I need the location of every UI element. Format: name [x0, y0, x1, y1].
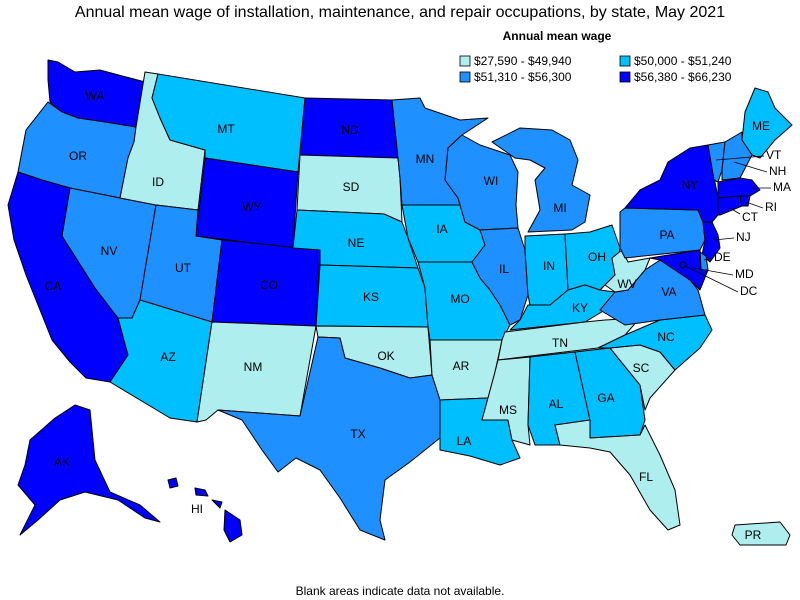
state-label-ny: NY: [682, 178, 699, 192]
legend-swatch-bin-2: [459, 71, 471, 83]
state-label-mt: MT: [217, 122, 235, 136]
leader-ri: [745, 201, 764, 209]
state-label-dc: DC: [740, 284, 758, 298]
state-label-ia: IA: [436, 222, 447, 236]
state-label-hi: HI: [191, 502, 203, 516]
callouts: VT NH MA RI CT NJ DE MD DC: [682, 148, 791, 298]
state-label-in: IN: [543, 259, 555, 273]
footnote: Blank areas indicate data not available.: [296, 584, 505, 598]
legend-label-bin-2: $51,310 - $56,300: [474, 70, 572, 84]
state-md[interactable]: [649, 249, 709, 291]
state-label-pa: PA: [659, 228, 674, 242]
state-label-ms: MS: [499, 403, 517, 417]
state-il[interactable]: [471, 227, 529, 326]
state-label-ut: UT: [175, 261, 192, 275]
state-label-ct: CT: [742, 210, 759, 224]
state-label-nc: NC: [657, 330, 675, 344]
legend: Annual mean wage $27,590 - $49,940 $50,0…: [459, 29, 732, 84]
state-label-il: IL: [499, 262, 509, 276]
state-label-wi: WI: [484, 174, 499, 188]
state-labels: WA OR CA NV ID MT WY UT AZ CO NM ND SD N…: [45, 89, 770, 542]
state-vt[interactable]: [707, 141, 726, 183]
state-label-fl: FL: [639, 470, 653, 484]
state-hi[interactable]: [167, 477, 243, 543]
state-label-md: MD: [735, 267, 754, 281]
state-label-nv: NV: [101, 244, 118, 258]
state-label-ne: NE: [348, 236, 365, 250]
legend-label-bin-1: $50,000 - $51,240: [634, 54, 732, 68]
leader-dc: [682, 264, 739, 293]
state-label-nm: NM: [244, 360, 263, 374]
legend-swatch-bin-3: [619, 71, 631, 83]
state-label-ri: RI: [765, 200, 777, 214]
leader-vt: [715, 155, 765, 161]
state-label-mi: MI: [553, 201, 566, 215]
state-label-ak: AK: [54, 455, 70, 469]
state-label-id: ID: [152, 175, 164, 189]
state-label-co: CO: [260, 278, 278, 292]
state-label-al: AL: [549, 397, 564, 411]
state-ak[interactable]: [17, 404, 161, 536]
state-label-mn: MN: [416, 152, 435, 166]
state-label-ar: AR: [453, 359, 470, 373]
state-label-me: ME: [752, 119, 770, 133]
state-label-az: AZ: [160, 350, 175, 364]
state-nc[interactable]: [597, 314, 713, 371]
map-title: Annual mean wage of installation, mainte…: [75, 4, 725, 21]
state-label-or: OR: [69, 149, 87, 163]
state-label-pr: PR: [745, 528, 762, 542]
state-tx[interactable]: [217, 336, 441, 541]
state-label-ok: OK: [377, 349, 394, 363]
state-label-ky: KY: [572, 301, 588, 315]
state-nj[interactable]: [701, 221, 721, 263]
state-label-ca: CA: [45, 279, 62, 293]
leader-md: [693, 267, 734, 276]
legend-swatch-bin-0: [459, 55, 471, 67]
state-label-vt: VT: [766, 148, 782, 162]
leader-nh: [733, 161, 768, 173]
state-label-tx: TX: [350, 427, 365, 441]
legend-label-bin-3: $56,380 - $66,230: [634, 70, 732, 84]
state-ct[interactable]: [717, 195, 743, 216]
leader-nj: [713, 237, 735, 241]
state-label-nj: NJ: [736, 230, 751, 244]
state-label-la: LA: [457, 434, 472, 448]
state-label-mo: MO: [450, 292, 469, 306]
state-fl[interactable]: [554, 419, 681, 531]
state-label-sc: SC: [633, 361, 650, 375]
legend-label-bin-0: $27,590 - $49,940: [474, 54, 572, 68]
state-label-sd: SD: [343, 180, 360, 194]
state-label-ga: GA: [597, 391, 614, 405]
states: [7, 59, 793, 546]
state-label-oh: OH: [588, 250, 606, 264]
legend-swatch-bin-1: [619, 55, 631, 67]
state-label-de: DE: [714, 250, 731, 264]
state-label-nd: ND: [341, 123, 359, 137]
state-label-wa: WA: [86, 89, 105, 103]
state-label-va: VA: [661, 285, 676, 299]
state-nh[interactable]: [721, 131, 753, 181]
leader-ct: [729, 207, 741, 215]
leader-de: [703, 257, 713, 261]
state-label-ma: MA: [773, 180, 791, 194]
state-label-wy: WY: [242, 200, 261, 214]
legend-title: Annual mean wage: [503, 29, 612, 43]
state-label-wv: WV: [617, 277, 636, 291]
state-label-nh: NH: [769, 164, 786, 178]
state-pr[interactable]: [731, 521, 791, 546]
state-mi[interactable]: [491, 127, 591, 233]
state-label-tn: TN: [552, 336, 568, 350]
state-label-ks: KS: [363, 290, 379, 304]
